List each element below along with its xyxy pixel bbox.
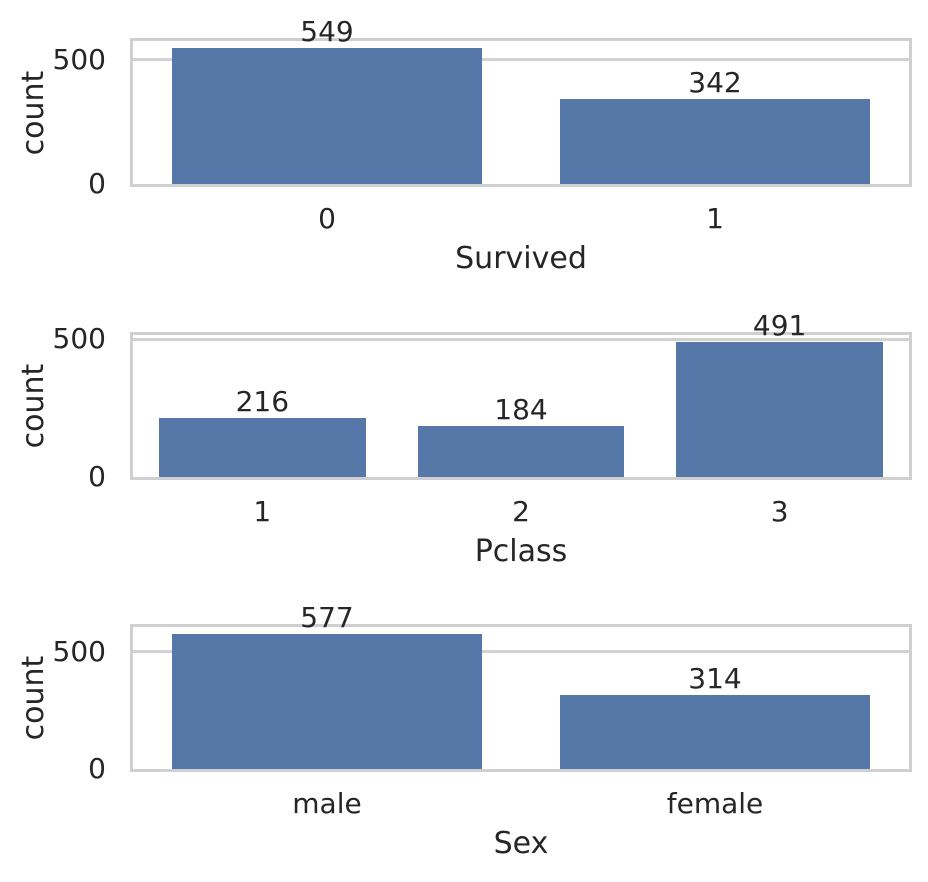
y-gridline [133, 58, 909, 62]
x-tick-label: 1 [706, 202, 724, 235]
plot-frame [130, 624, 912, 772]
y-tick-label: 500 [52, 42, 106, 76]
bar [158, 417, 366, 477]
bar-value-label: 184 [494, 393, 548, 427]
y-gridline [133, 337, 909, 341]
y-axis-label: count [16, 363, 51, 449]
y-tick-label: 0 [88, 167, 106, 200]
x-tick-label: 1 [253, 495, 272, 528]
bar-value-label: 216 [235, 384, 290, 418]
x-axis-label: Pclass [474, 534, 568, 569]
x-tick-label: female [666, 787, 764, 820]
bar-value-label: 342 [688, 66, 742, 100]
plot-frame [130, 332, 912, 480]
x-axis-label: Sex [493, 826, 549, 861]
x-axis-label: Survived [455, 241, 587, 276]
bar [676, 341, 884, 477]
plot-frame [130, 38, 912, 187]
x-tick-label: male [292, 787, 362, 820]
y-axis-label: count [16, 655, 51, 741]
bar [559, 695, 871, 769]
x-tick-label: 3 [770, 495, 789, 528]
bar-value-label: 549 [300, 14, 354, 48]
bar [417, 426, 625, 477]
bar-value-label: 491 [752, 308, 807, 342]
y-tick-label: 0 [88, 752, 106, 785]
x-tick-label: 0 [318, 202, 336, 235]
bar [559, 99, 871, 184]
y-tick-label: 500 [52, 634, 106, 668]
bar [171, 633, 483, 769]
y-gridline [133, 650, 909, 654]
y-tick-label: 0 [88, 460, 106, 493]
bar-value-label: 577 [300, 600, 354, 634]
y-tick-label: 500 [52, 322, 106, 356]
bar [171, 47, 483, 184]
x-tick-label: 2 [512, 495, 530, 528]
y-axis-label: count [16, 70, 51, 155]
bar-value-label: 314 [688, 662, 742, 696]
